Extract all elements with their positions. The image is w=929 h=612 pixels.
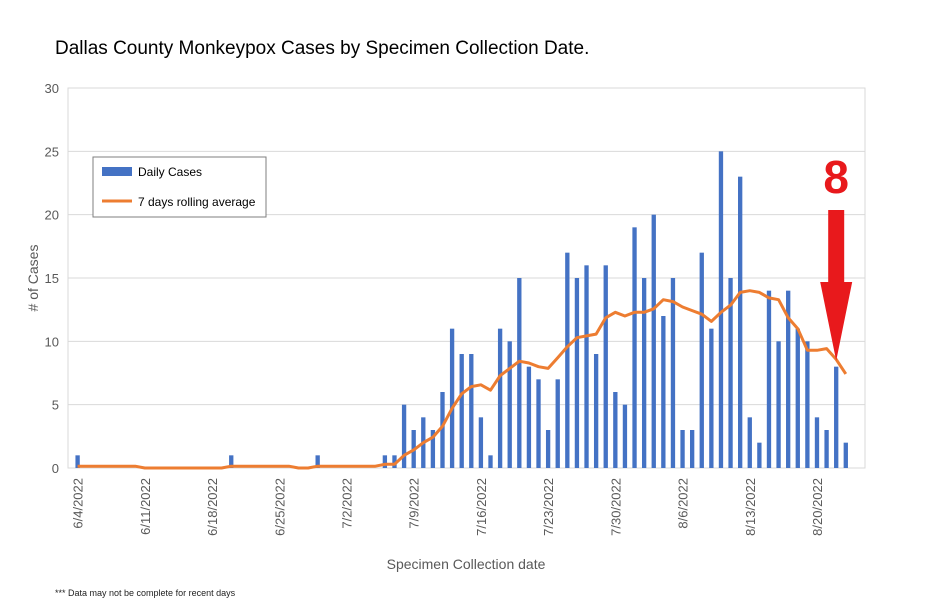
x-tick-label: 8/13/2022 (743, 478, 758, 536)
bar-daily-cases (786, 290, 791, 468)
annotation-label: 8 (823, 151, 849, 203)
y-tick-label: 30 (45, 81, 59, 96)
x-tick-label: 6/11/2022 (138, 478, 153, 535)
x-tick-label: 7/9/2022 (407, 478, 422, 529)
bar-daily-cases (497, 328, 503, 468)
bar-daily-cases (718, 151, 724, 469)
bar-daily-cases (689, 430, 695, 468)
bar-daily-cases (488, 455, 493, 468)
bar-daily-cases (526, 366, 532, 468)
bar-daily-cases (75, 455, 80, 468)
bar-daily-cases (747, 417, 752, 468)
x-tick-label: 7/16/2022 (474, 478, 489, 536)
bar-daily-cases (459, 354, 464, 468)
x-axis-label: Specimen Collection date (387, 556, 546, 572)
y-tick-label: 10 (45, 334, 59, 349)
x-tick-label: 6/4/2022 (71, 478, 86, 529)
bar-daily-cases (574, 278, 580, 468)
bar-daily-cases (382, 455, 388, 468)
bar-daily-cases (814, 417, 820, 468)
bar-daily-cases (401, 404, 407, 468)
bar-daily-cases (641, 278, 647, 468)
bar-daily-cases (824, 430, 829, 468)
bar-daily-cases (632, 227, 637, 468)
bar-daily-cases (651, 214, 656, 468)
legend-label-rolling-average: 7 days rolling average (138, 195, 256, 209)
y-tick-label: 15 (45, 271, 59, 286)
bar-daily-cases (622, 404, 628, 468)
bar-daily-cases (834, 366, 839, 468)
chart-title: Dallas County Monkeypox Cases by Specime… (55, 38, 590, 59)
bar-daily-cases (661, 316, 666, 468)
bar-daily-cases (613, 392, 618, 468)
y-tick-label: 25 (45, 144, 59, 159)
line-rolling-average (77, 289, 848, 470)
x-tick-label: 7/30/2022 (608, 478, 623, 536)
x-tick-labels: 6/4/2022 6/11/2022 6/18/2022 6/25/2022 7/2/2… (71, 478, 825, 536)
y-tick-labels: 0 5 10 15 20 25 30 (45, 81, 59, 476)
bar-daily-cases (670, 278, 676, 468)
x-tick-label: 8/6/2022 (676, 478, 691, 529)
y-axis-label: # of Cases (25, 245, 41, 312)
x-tick-label: 6/18/2022 (205, 478, 220, 536)
bar-daily-cases (738, 176, 743, 468)
bar-daily-cases (593, 354, 599, 468)
bar-daily-cases (440, 392, 445, 468)
legend: Daily Cases 7 days rolling average (92, 156, 267, 218)
bar-daily-cases (555, 379, 560, 468)
bar-daily-cases (315, 455, 320, 468)
bar-daily-cases (584, 265, 589, 468)
annotation: 8 (820, 151, 853, 361)
x-tick-label: 8/20/2022 (810, 478, 825, 536)
bar-daily-cases (229, 455, 234, 468)
annotation-arrow (820, 210, 853, 361)
bar-daily-cases (603, 265, 608, 468)
bar-daily-cases (728, 278, 733, 468)
y-tick-label: 0 (52, 461, 59, 476)
x-tick-label: 7/2/2022 (339, 478, 354, 529)
x-tick-label: 7/23/2022 (541, 478, 556, 536)
bar-daily-cases (392, 455, 397, 468)
bar-daily-cases (507, 341, 512, 468)
bar-daily-cases (517, 278, 522, 468)
bar-daily-cases (565, 252, 570, 468)
bar-daily-cases (699, 252, 704, 468)
y-tick-label: 20 (45, 208, 59, 223)
bar-daily-cases (795, 328, 800, 468)
bar-daily-cases (709, 328, 714, 468)
x-tick-label: 6/25/2022 (272, 478, 287, 536)
gridlines (67, 87, 866, 469)
bar-daily-cases (430, 430, 436, 468)
bar-daily-cases (536, 379, 541, 468)
bar-daily-cases (680, 430, 685, 468)
bar-daily-cases (478, 417, 484, 468)
legend-label-daily-cases: Daily Cases (138, 165, 202, 179)
bar-daily-cases (449, 328, 455, 468)
rolling-average-line (77, 289, 848, 470)
bar-daily-cases (843, 442, 848, 468)
bar-daily-cases (545, 430, 551, 468)
bar-daily-cases (766, 290, 772, 468)
y-tick-label: 5 (52, 398, 59, 413)
footnote: *** Data may not be complete for recent … (55, 588, 236, 598)
legend-swatch-daily-cases (102, 167, 132, 176)
bar-daily-cases (776, 341, 781, 468)
bar-daily-cases (805, 341, 810, 468)
bar-daily-cases (757, 442, 762, 468)
bar-daily-cases (469, 354, 474, 468)
